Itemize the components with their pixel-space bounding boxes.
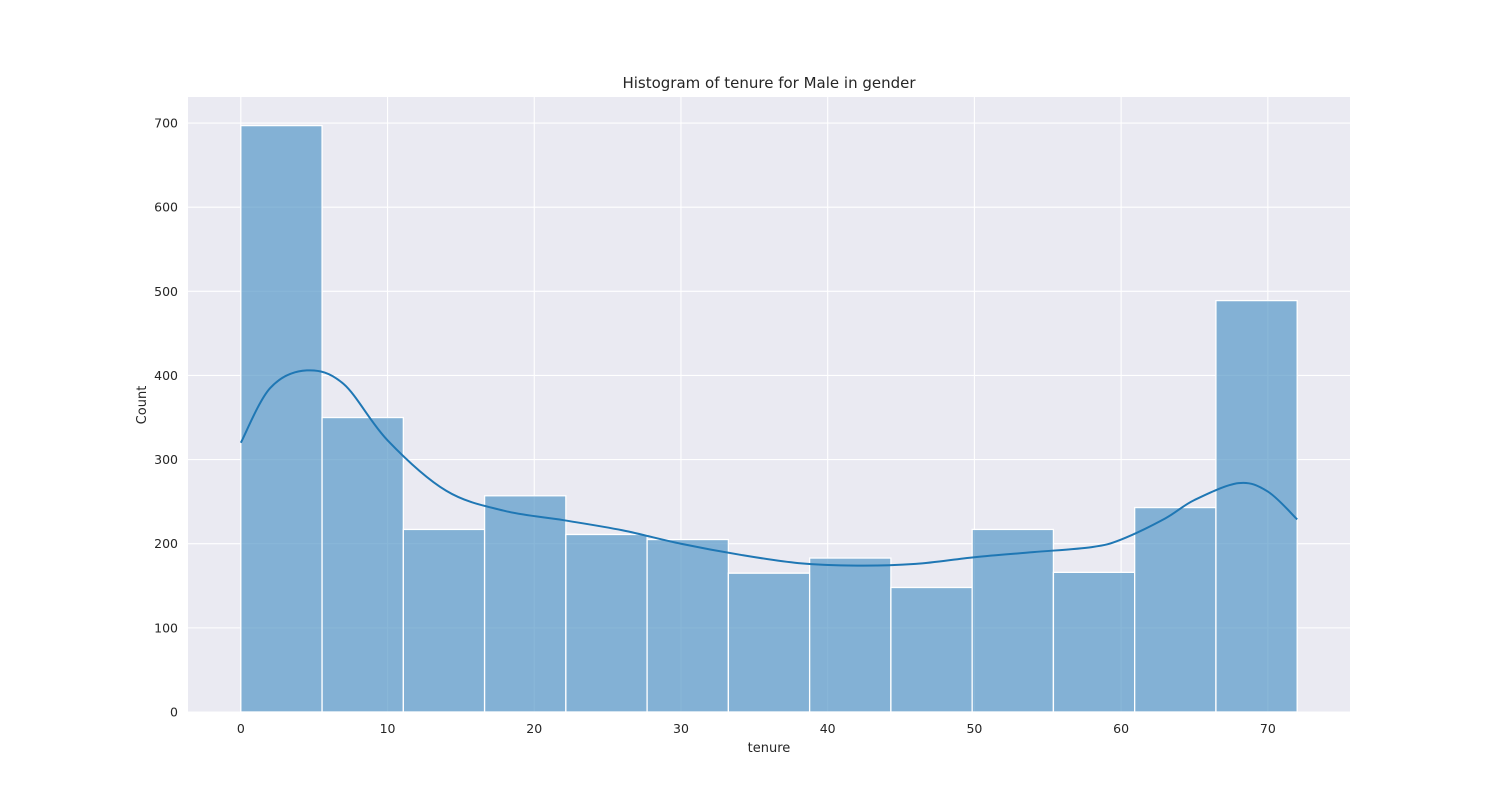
y-tick-label: 400 — [154, 368, 178, 383]
kde-curve — [239, 369, 1298, 567]
histogram-bar — [646, 538, 730, 713]
y-tick-label: 500 — [154, 284, 178, 299]
histogram-bar — [808, 557, 892, 713]
x-tick-label: 60 — [1113, 721, 1129, 736]
kde-curve-group — [239, 369, 1298, 567]
y-tick-label: 0 — [170, 705, 178, 720]
x-tick-label: 30 — [673, 721, 689, 736]
y-axis-ticks: 0 100 200 300 400 500 600 700 — [154, 116, 178, 720]
histogram-bar — [483, 495, 567, 713]
histogram-bars — [240, 124, 1298, 713]
x-tick-label: 50 — [966, 721, 982, 736]
histogram-bar — [1134, 506, 1217, 713]
histogram-bar — [971, 528, 1055, 713]
y-tick-label: 200 — [154, 536, 178, 551]
y-axis-label: Count — [135, 386, 150, 425]
histogram-bar — [565, 533, 648, 713]
x-tick-label: 10 — [380, 721, 396, 736]
y-tick-label: 700 — [154, 116, 178, 131]
chart-title: Histogram of tenure for Male in gender — [622, 74, 916, 92]
histogram-bar — [1215, 299, 1298, 713]
histogram-bar — [402, 528, 486, 713]
x-axis-label: tenure — [748, 741, 791, 756]
histogram-bar — [240, 124, 323, 713]
x-axis-ticks: 0 10 20 30 40 50 60 70 — [237, 721, 1276, 736]
histogram-bar — [1052, 571, 1136, 713]
x-tick-label: 70 — [1260, 721, 1276, 736]
histogram-bar — [890, 586, 973, 713]
x-tick-label: 40 — [820, 721, 836, 736]
x-tick-label: 20 — [526, 721, 542, 736]
histogram-bar — [321, 416, 404, 713]
y-tick-label: 600 — [154, 200, 178, 215]
x-tick-label: 0 — [237, 721, 245, 736]
y-tick-label: 100 — [154, 620, 178, 635]
histogram-bar — [727, 572, 811, 713]
y-tick-label: 300 — [154, 452, 178, 467]
